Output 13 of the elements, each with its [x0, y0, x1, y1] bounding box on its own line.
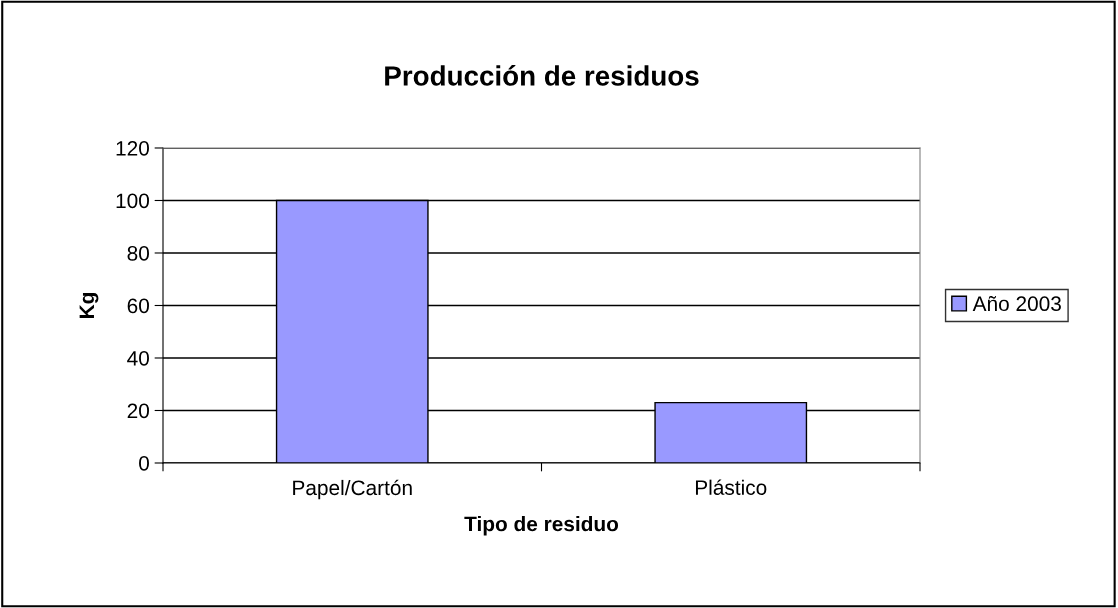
- y-tick-label: 0: [139, 455, 149, 471]
- y-axis-title: Kg: [79, 293, 99, 318]
- y-tick-label: 20: [127, 403, 149, 419]
- y-tick-label: 60: [127, 298, 149, 314]
- legend-label: Año 2003: [972, 295, 1061, 312]
- chart-title: Producción de residuos: [385, 65, 699, 86]
- x-axis-title: Tipo de residuo: [464, 515, 619, 536]
- y-tick-label: 100: [116, 193, 149, 209]
- x-tick-label: Plástico: [695, 479, 767, 495]
- y-tick-label: 80: [127, 245, 149, 261]
- y-tick-label: 40: [127, 350, 149, 366]
- y-tick-label: 120: [116, 140, 149, 156]
- x-tick-label: Papel/Cartón: [293, 479, 412, 500]
